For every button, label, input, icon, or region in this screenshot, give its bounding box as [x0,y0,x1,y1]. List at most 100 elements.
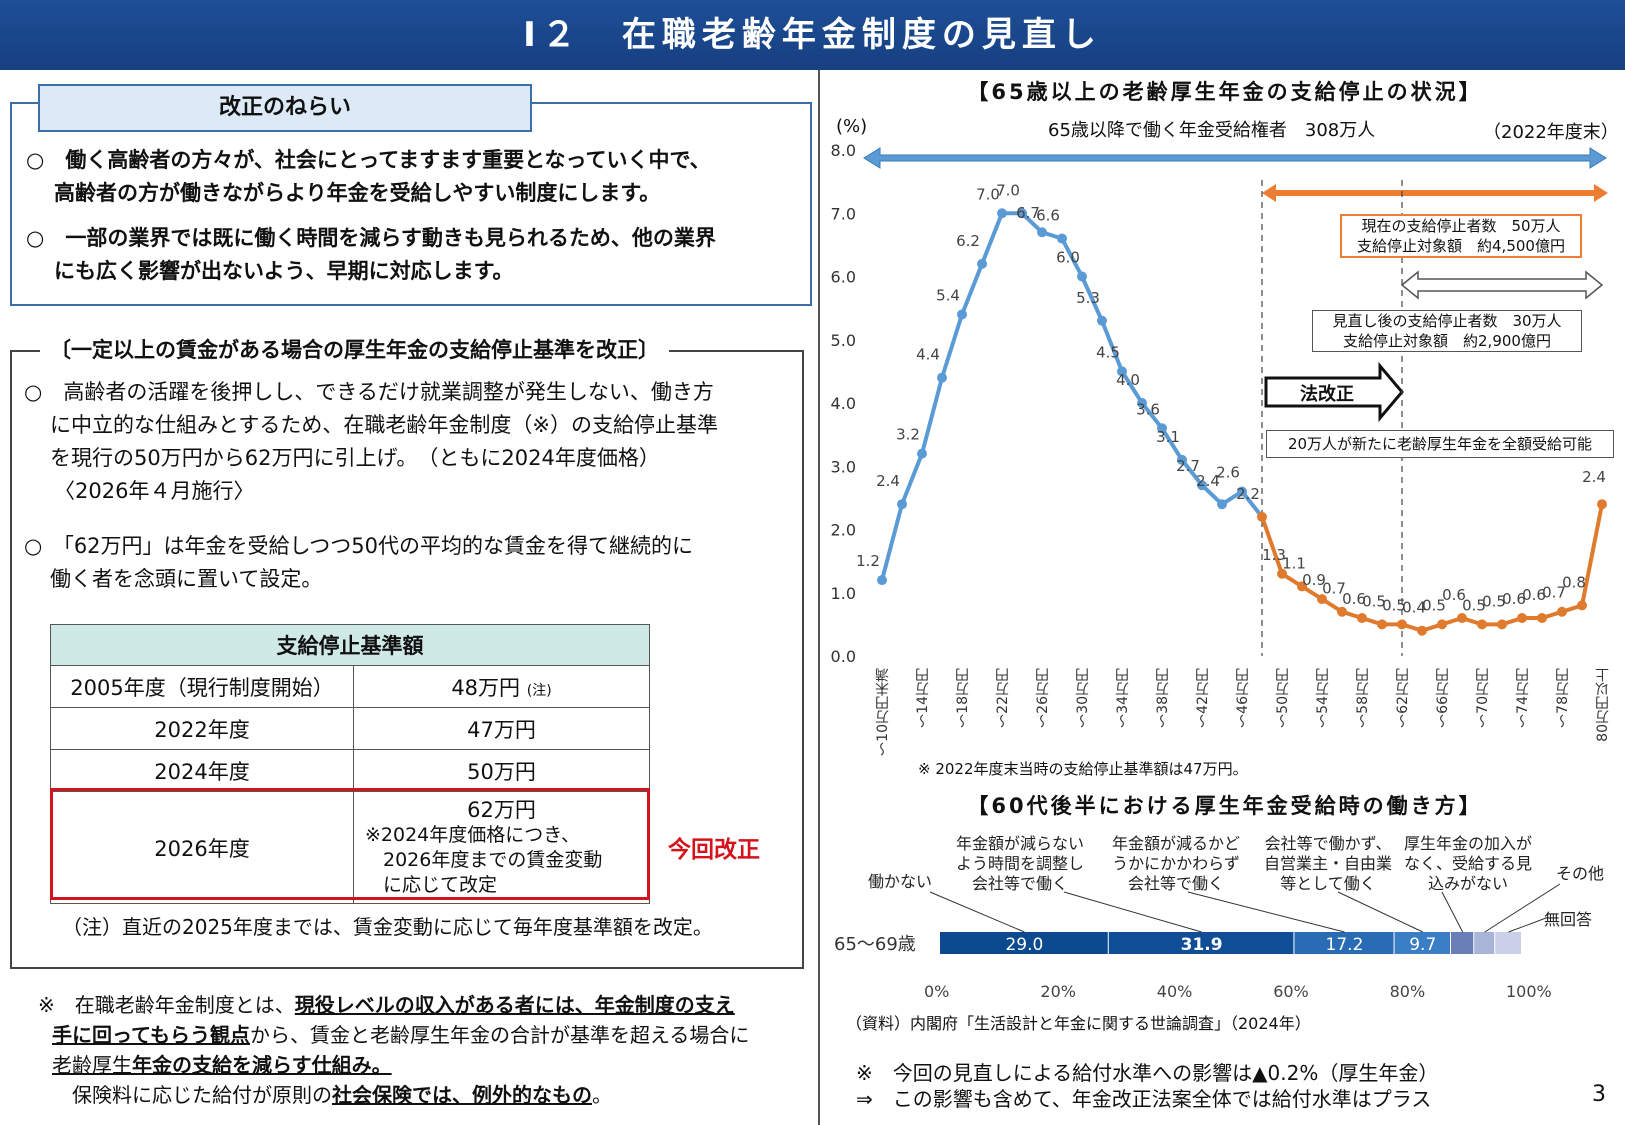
value-label: 0.5 [1382,596,1406,614]
data-point [1097,315,1107,326]
value-label: 6.0 [1056,249,1080,267]
segment-label: 31.9 [1181,935,1223,955]
y-tick-label: 7.0 [831,204,856,223]
stacked-bar: 29.0 31.9 17.2 9.7 [940,932,1521,955]
data-point [957,309,967,320]
table-header: 支給停止基準額 [50,624,650,666]
value-label: 2.4 [1582,468,1606,486]
value-label: 1.3 [1262,546,1286,564]
leader-line [1484,883,1561,933]
segment-label: 17.2 [1326,935,1364,955]
data-point [1117,366,1127,377]
bar-segment [940,932,1108,954]
value-label: 0.4 [1402,599,1426,617]
column-divider [818,70,820,1125]
leader-line [1337,891,1423,933]
value-label: 7.0 [996,181,1020,199]
value-label: 0.5 [1462,596,1486,614]
label-other: その他 [1556,864,1605,883]
value-label: 2.7 [1176,457,1200,475]
value-label: 2.4 [876,472,900,490]
data-point [1257,511,1267,522]
label-no-work: 働かない [868,872,933,891]
y-tick-label: 5.0 [831,331,856,350]
table-row: 2024年度 50万円 [50,749,650,792]
line-before-threshold [880,211,1264,581]
segment-label: 9.7 [1409,935,1436,955]
bullet: ○ [26,226,45,250]
chart2-title: 【60代後半における厚生年金受給時の働き方】 [967,794,1483,818]
label-regardless: 年金額が減るかど うかにかかわらず 会社等で働く [1112,834,1241,893]
reform-paragraph-2: ○ 「62万円」は年金を受給しつつ50代の平均的な賃金を得て継続的に 働く者を念… [24,534,694,591]
value-label: 7.0 [976,185,1000,203]
y-tick-label: 2.0 [831,521,856,540]
y-tick-label: 4.0 [831,394,856,413]
standard-amount-table: 支給停止基準額 2005年度（現行制度開始） 48万円 (注) 2022年度 4… [50,624,650,904]
value-label: 3.6 [1136,400,1160,418]
data-point [1157,423,1167,434]
value-label: 2.2 [1236,485,1260,503]
x-tick-label: 40% [1156,982,1193,1001]
segment-label: 29.0 [1005,935,1043,955]
table-row: 2005年度（現行制度開始） 48万円 (注) [50,665,650,708]
y-axis: 0.0 1.0 2.0 3.0 4.0 5.0 6.0 7.0 8.0 [831,141,856,666]
value-label: 3.1 [1156,428,1180,446]
chart1-unit: (%) [836,116,868,137]
revised-stoppage-arrow [1400,270,1604,300]
value-label: 0.6 [1522,586,1546,604]
population-arrow [863,147,1607,169]
leader-line [1441,891,1464,933]
y-tick-label: 0.0 [831,647,856,666]
impact-note: ※ 今回の見直しによる給付水準への影響は▲0.2%（厚生年金） ⇒ この影響も含… [856,1061,1439,1111]
chart1-population-note: （2022年度末） [1483,122,1619,143]
data-point [1377,619,1387,630]
definition-note: ※ 在職老齢年金制度とは、現役レベルの収入がある者には、年金制度の支え 手に回っ… [38,993,750,1107]
reform-paragraph-1: ○ 高齢者の活躍を後押しし、できるだけ就業調整が発生しない、働き方 に中立的な仕… [24,380,718,503]
revision-highlight [50,788,650,900]
x-tick-label: 20% [1040,982,1076,1001]
data-point [1077,271,1087,282]
value-label: 0.5 [1422,596,1446,614]
bar-segment [1108,932,1294,954]
revision-arrow-label: 法改正 [1300,384,1354,405]
label-adjust: 年金額が減らない よう時間を調整し 会社等で働く [956,834,1085,893]
data-point [897,499,907,510]
chart1-footnote: ※ 2022年度末当時の支給停止基準額は47万円。 [918,760,1248,778]
data-point [977,258,987,269]
value-labels: 1.2 2.4 3.2 4.4 5.4 6.2 7.07.0 6.76.6 6.0 5.3 4.5 4… [856,181,1606,616]
label-not-enrolled: 厚生年金の加入が なく、受給する見 込みがない [1404,834,1533,893]
data-point [1557,606,1567,617]
value-label: 0.6 [1342,590,1366,608]
data-point [1017,208,1027,219]
new-recipients-box: 20万人が新たに老齢厚生年金を全額受給可能 [1266,430,1614,458]
bar-segment [1394,932,1450,954]
bullet: ○ [26,148,45,172]
data-point [1297,581,1307,592]
data-point [1497,619,1507,630]
data-point [1337,606,1347,617]
data-point [1197,480,1207,491]
data-point [1037,227,1047,238]
chart1-population: 65歳以降で働く年金受給権者 308万人 [1048,120,1376,141]
data-point [1597,499,1607,510]
value-label: 0.5 [1482,592,1506,610]
chart1-title: 【65歳以上の老齢厚生年金の支給停止の状況】 [967,80,1483,104]
revision-arrow [1264,361,1404,423]
y-tick-label: 6.0 [831,268,856,287]
line-series [877,208,1607,636]
value-label: 6.6 [1036,207,1060,225]
data-point [1477,619,1487,630]
data-point [1317,594,1327,605]
data-point [1397,619,1407,630]
data-point [1237,486,1247,497]
x-tick-label: 100% [1506,982,1552,1001]
aims-heading: 改正のねらい [38,84,532,132]
leader-line [1187,891,1345,933]
value-label: 6.2 [956,232,980,250]
bar-segment [1495,932,1521,954]
bar-segment [1294,932,1394,954]
leader-lines [929,883,1561,933]
data-point [1357,613,1367,624]
current-stoppage-box: 現在の支給停止者数 50万人 支給停止対象額 約4,500億円 [1340,214,1582,258]
